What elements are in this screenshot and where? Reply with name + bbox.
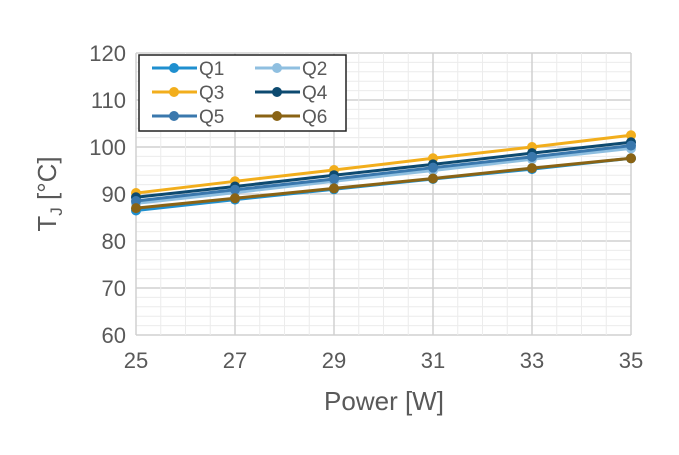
data-point <box>131 203 141 214</box>
legend: Q1 Q2 Q3 Q4 Q5 Q6 <box>138 54 347 132</box>
data-point <box>527 151 537 162</box>
data-point <box>626 140 636 151</box>
series-line <box>135 146 632 205</box>
data-point <box>527 163 537 174</box>
y-tick-label: 80 <box>102 229 126 254</box>
x-tick-label: 27 <box>223 348 247 373</box>
y-tick-label: 110 <box>91 88 126 113</box>
series-Q3 <box>131 130 636 199</box>
x-axis-label: Power [W] <box>324 386 444 416</box>
legend-marker <box>272 111 282 121</box>
data-point <box>428 173 438 184</box>
data-point <box>626 153 636 164</box>
series-Q6 <box>131 153 636 214</box>
x-tick-label: 25 <box>124 348 148 373</box>
data-point <box>131 196 141 207</box>
series-line <box>135 140 632 199</box>
legend-label: Q6 <box>302 107 327 128</box>
legend-marker <box>169 87 179 97</box>
y-tick-label: 70 <box>102 276 126 301</box>
legend-label: Q1 <box>199 59 224 80</box>
data-point <box>329 173 339 184</box>
data-point <box>329 183 339 194</box>
data-point <box>230 193 240 204</box>
legend-marker <box>272 63 282 73</box>
y-tick-label: 100 <box>89 135 126 160</box>
legend-label: Q5 <box>199 107 224 128</box>
y-axis-label: TJ [°C] <box>32 156 66 231</box>
legend-label: Q3 <box>199 83 224 104</box>
y-tick-label: 120 <box>89 41 126 66</box>
series-line <box>135 156 632 210</box>
legend-marker <box>272 87 282 97</box>
data-point <box>626 130 636 141</box>
series-line <box>135 144 632 203</box>
x-tick-label: 35 <box>619 348 643 373</box>
legend-label: Q4 <box>302 83 328 104</box>
data-point <box>428 162 438 173</box>
legend-label: Q2 <box>302 59 327 80</box>
legend-marker <box>169 63 179 73</box>
series-line <box>135 133 632 195</box>
x-tick-label: 33 <box>520 348 544 373</box>
series-Q5 <box>131 140 636 207</box>
axes: 60 70 80 90 100 110 120 25 27 29 31 33 35 <box>89 41 643 373</box>
data-point <box>230 184 240 195</box>
x-tick-label: 29 <box>322 348 346 373</box>
y-tick-label: 90 <box>102 182 126 207</box>
legend-marker <box>169 111 179 121</box>
series-lines <box>131 130 636 216</box>
x-tick-label: 31 <box>421 348 445 373</box>
y-tick-label: 60 <box>102 323 126 348</box>
grid <box>135 52 632 336</box>
